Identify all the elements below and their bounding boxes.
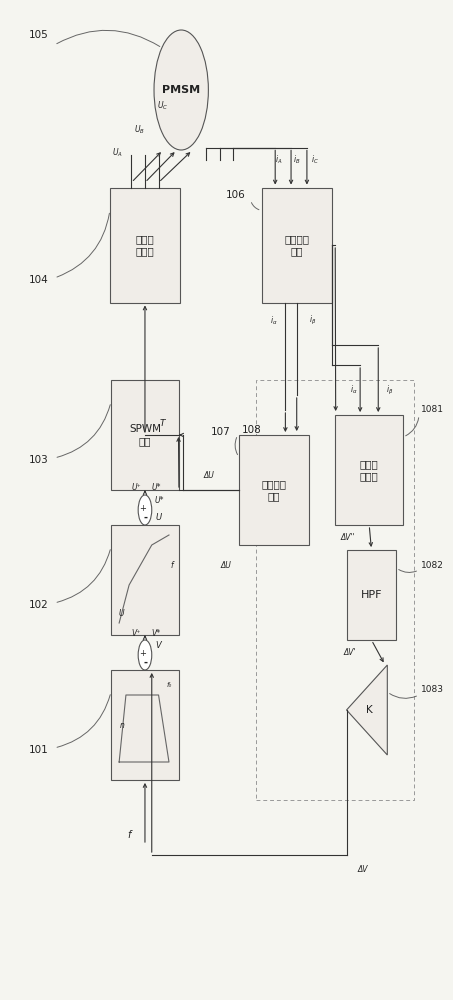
Text: $i_β$: $i_β$ xyxy=(386,383,393,397)
FancyBboxPatch shape xyxy=(111,670,179,780)
Text: K: K xyxy=(366,705,372,715)
Text: $U_B$: $U_B$ xyxy=(134,123,145,136)
Text: 103: 103 xyxy=(29,455,48,465)
Text: 107: 107 xyxy=(211,427,231,437)
Text: n: n xyxy=(120,720,125,730)
Polygon shape xyxy=(347,665,387,755)
Text: $i_α$: $i_α$ xyxy=(350,384,357,396)
Text: U*: U* xyxy=(155,496,164,505)
Text: 102: 102 xyxy=(29,600,48,610)
Circle shape xyxy=(138,640,152,670)
Text: U⁺: U⁺ xyxy=(131,484,141,492)
Text: $i_C$: $i_C$ xyxy=(311,153,319,166)
Text: f: f xyxy=(171,560,173,570)
Text: V⁺: V⁺ xyxy=(131,629,140,638)
Text: f: f xyxy=(127,830,131,840)
Text: 电压补偿
电路: 电压补偿 电路 xyxy=(261,479,287,501)
FancyBboxPatch shape xyxy=(335,415,403,525)
Circle shape xyxy=(154,30,208,150)
Text: $i_A$: $i_A$ xyxy=(275,153,282,166)
Text: U*: U* xyxy=(152,484,161,492)
Text: V*: V* xyxy=(152,629,161,638)
FancyBboxPatch shape xyxy=(262,188,332,302)
Text: 108: 108 xyxy=(241,425,261,435)
Text: ΔU: ΔU xyxy=(221,560,232,570)
Text: 电压源
逆变器: 电压源 逆变器 xyxy=(135,234,154,256)
Text: ΔV'': ΔV'' xyxy=(340,533,355,542)
FancyBboxPatch shape xyxy=(347,550,396,640)
Text: ΔU: ΔU xyxy=(203,471,214,480)
Text: f₀: f₀ xyxy=(166,682,172,688)
Text: V: V xyxy=(156,641,161,650)
Text: 101: 101 xyxy=(29,745,48,755)
Text: T: T xyxy=(159,418,165,428)
Text: 转速核
算电路: 转速核 算电路 xyxy=(360,459,379,481)
Text: 1081: 1081 xyxy=(421,406,444,414)
Text: -: - xyxy=(143,658,147,668)
Text: ΔV': ΔV' xyxy=(343,648,356,657)
Text: $i_α$: $i_α$ xyxy=(270,314,278,327)
Text: -: - xyxy=(143,512,147,522)
Text: $i_B$: $i_B$ xyxy=(293,153,300,166)
Text: 1082: 1082 xyxy=(421,560,444,570)
Text: U: U xyxy=(155,513,162,522)
Text: 106: 106 xyxy=(226,190,246,200)
Text: HPF: HPF xyxy=(361,590,382,600)
FancyBboxPatch shape xyxy=(239,435,309,545)
Text: +: + xyxy=(140,649,146,658)
Text: $U_C$: $U_C$ xyxy=(157,99,168,112)
Text: U: U xyxy=(118,608,124,617)
Text: 105: 105 xyxy=(29,30,48,40)
Text: 坐标变换
电路: 坐标变换 电路 xyxy=(284,234,309,256)
Text: SPWM
调制: SPWM 调制 xyxy=(129,424,161,446)
Text: 1083: 1083 xyxy=(421,686,444,694)
Text: ΔV: ΔV xyxy=(357,865,368,874)
FancyBboxPatch shape xyxy=(111,380,179,490)
FancyBboxPatch shape xyxy=(110,188,180,302)
FancyBboxPatch shape xyxy=(111,525,179,635)
Text: 104: 104 xyxy=(29,275,48,285)
Text: +: + xyxy=(140,504,146,513)
Text: $i_β$: $i_β$ xyxy=(309,314,316,327)
Text: $U_A$: $U_A$ xyxy=(112,146,123,159)
Circle shape xyxy=(138,495,152,525)
Text: PMSM: PMSM xyxy=(162,85,200,95)
